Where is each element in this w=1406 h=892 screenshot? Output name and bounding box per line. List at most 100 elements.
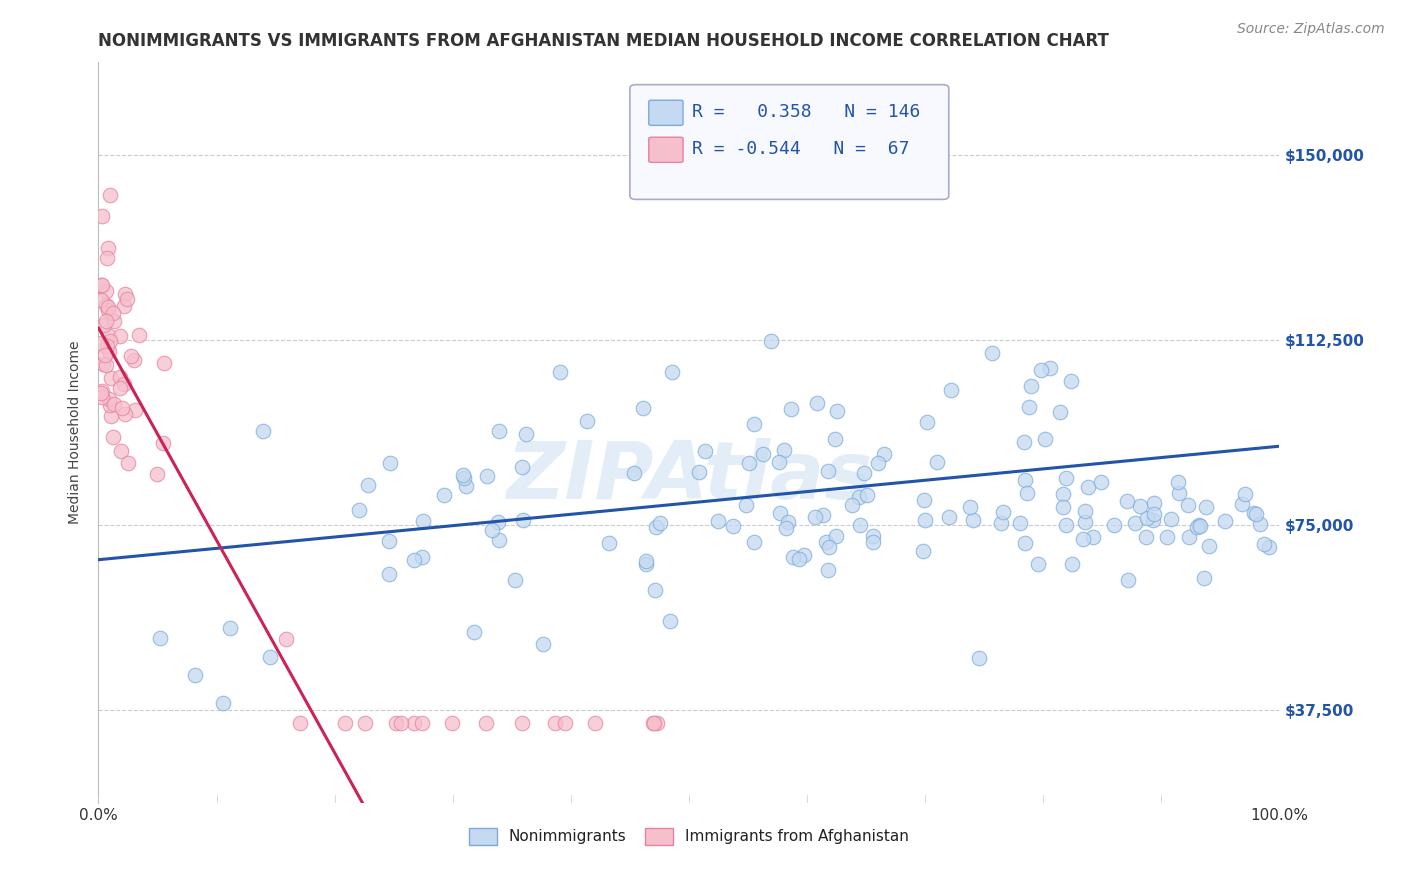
Point <box>512 513 534 527</box>
Point <box>817 563 839 577</box>
Point <box>98 398 121 412</box>
Point <box>631 401 654 415</box>
Point <box>290 715 312 730</box>
Point <box>149 632 172 646</box>
Point <box>90 385 112 400</box>
Point <box>1039 360 1062 375</box>
Point <box>411 715 433 730</box>
Point <box>411 550 433 565</box>
Point <box>378 534 401 549</box>
Point <box>1073 515 1095 529</box>
Point <box>1129 499 1152 513</box>
Point <box>98 343 121 358</box>
Point <box>90 293 112 308</box>
Point <box>94 348 117 362</box>
Point <box>108 370 131 384</box>
Point <box>111 401 134 415</box>
Point <box>515 426 537 441</box>
Point <box>456 479 478 493</box>
Point <box>486 516 509 530</box>
Point <box>1071 533 1094 547</box>
Point <box>97 392 120 406</box>
Point <box>531 637 554 651</box>
Point <box>583 715 606 730</box>
Point <box>693 444 716 458</box>
Point <box>97 241 120 255</box>
Point <box>90 384 112 399</box>
Point <box>738 456 761 470</box>
Point <box>378 456 401 470</box>
Point <box>841 498 863 512</box>
Point <box>96 339 118 353</box>
Point <box>912 544 935 558</box>
Point <box>815 535 838 549</box>
Point <box>1178 530 1201 544</box>
Point <box>94 314 117 328</box>
Point <box>787 552 810 566</box>
Point <box>510 460 533 475</box>
Point <box>110 329 132 343</box>
Point <box>848 490 870 504</box>
Point <box>1143 496 1166 510</box>
Point <box>120 350 142 364</box>
Point <box>623 466 645 480</box>
Point <box>873 447 896 461</box>
Point <box>1060 374 1083 388</box>
Point <box>357 478 380 492</box>
Point <box>862 535 884 549</box>
Point <box>661 365 683 379</box>
Point <box>1177 499 1199 513</box>
Point <box>98 187 121 202</box>
Point <box>1136 511 1159 525</box>
Point <box>1188 518 1211 533</box>
Point <box>252 424 274 438</box>
Point <box>1258 540 1281 554</box>
Point <box>941 383 963 397</box>
Point <box>1090 475 1112 489</box>
Point <box>259 650 281 665</box>
Point <box>114 286 136 301</box>
Point <box>152 436 174 450</box>
Text: R =   0.358   N = 146: R = 0.358 N = 146 <box>693 103 921 121</box>
Point <box>96 284 118 298</box>
Point <box>824 432 846 446</box>
Text: ZIPAtlas: ZIPAtlas <box>506 438 872 516</box>
Point <box>1135 530 1157 544</box>
Point <box>792 549 814 563</box>
Point <box>938 510 960 524</box>
Point <box>128 327 150 342</box>
Point <box>744 534 766 549</box>
Point <box>96 298 118 312</box>
Point <box>1168 486 1191 500</box>
Text: Source: ZipAtlas.com: Source: ZipAtlas.com <box>1237 22 1385 37</box>
Point <box>1167 475 1189 489</box>
Point <box>463 624 485 639</box>
Point <box>1142 513 1164 527</box>
Point <box>276 632 298 646</box>
Point <box>1033 432 1056 446</box>
Point <box>647 715 669 730</box>
Point <box>914 513 936 527</box>
Point <box>634 557 657 571</box>
Point <box>1213 514 1236 528</box>
Point <box>742 417 765 432</box>
Point <box>962 512 984 526</box>
Legend: Nonimmigrants, Immigrants from Afghanistan: Nonimmigrants, Immigrants from Afghanist… <box>463 822 915 851</box>
Point <box>811 508 834 523</box>
Point <box>1194 571 1216 585</box>
Point <box>980 345 1002 359</box>
Point <box>827 404 849 418</box>
Point <box>915 415 938 429</box>
Point <box>554 715 576 730</box>
Point <box>644 583 666 598</box>
Point <box>211 697 233 711</box>
Point <box>576 415 599 429</box>
Point <box>1195 500 1218 514</box>
Point <box>548 366 571 380</box>
Point <box>481 523 503 537</box>
Point <box>1198 539 1220 553</box>
Point <box>112 376 135 391</box>
Point <box>759 334 782 349</box>
Point <box>97 329 120 343</box>
Point <box>1249 516 1271 531</box>
